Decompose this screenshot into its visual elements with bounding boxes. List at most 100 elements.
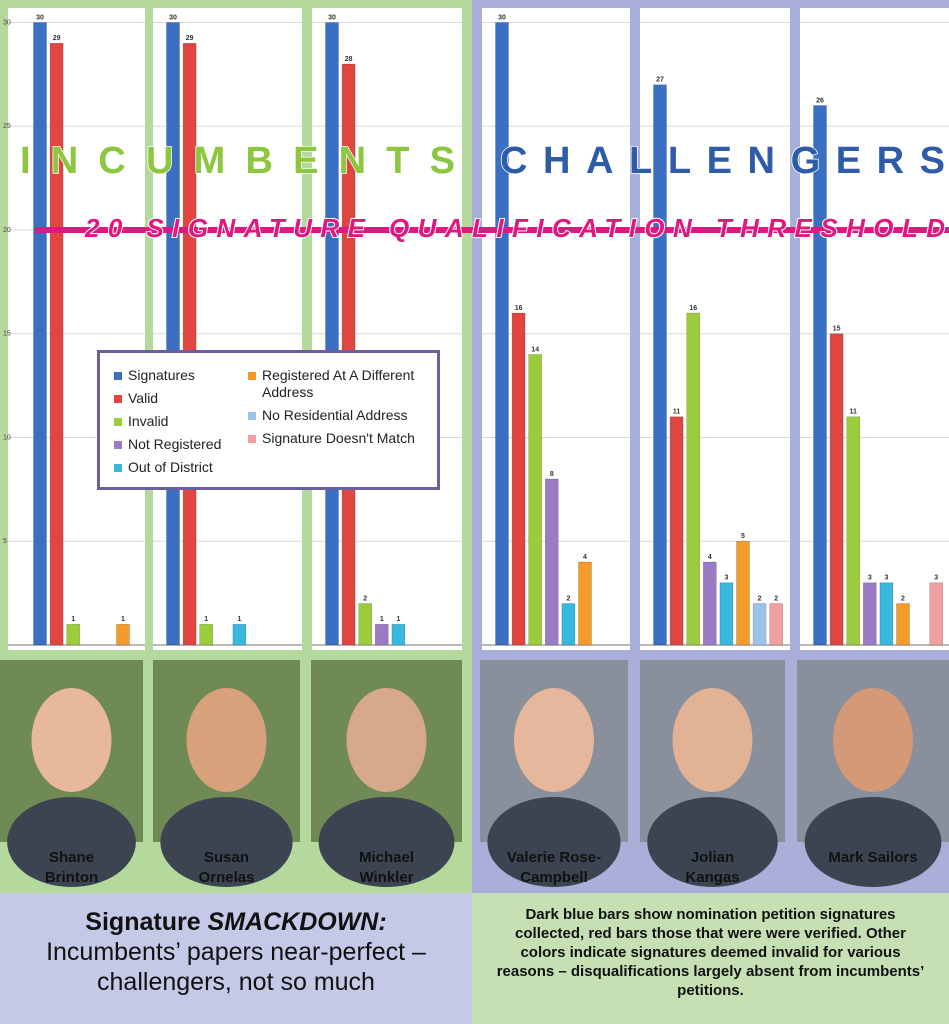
- candidate-name: Susan Ornelas: [198, 849, 255, 886]
- candidate-name: Michael Winkler: [358, 849, 415, 886]
- legend-label: No Residential Address: [262, 407, 408, 423]
- data-label: 2: [566, 595, 570, 602]
- bar: [769, 603, 784, 646]
- legend-swatch: [114, 441, 122, 449]
- subtitle: Incumbents’ papers near-perfect – challe…: [46, 938, 426, 996]
- y-tick-label: 15: [3, 331, 11, 338]
- legend-swatch: [248, 372, 256, 380]
- bar: [391, 623, 406, 646]
- candidate-name: Mark Sailors: [828, 849, 918, 866]
- legend-swatch: [114, 372, 122, 380]
- bar: [896, 603, 910, 646]
- y-tick-label: 25: [3, 123, 11, 130]
- photo-shoulders: [7, 797, 136, 887]
- legend-item: Valid: [114, 390, 244, 407]
- data-label: 29: [186, 35, 194, 42]
- data-label: 2: [363, 595, 367, 602]
- bar: [166, 22, 180, 646]
- data-label: 1: [71, 616, 75, 623]
- legend-column: Signatures Valid Invalid Not Registered Out …: [114, 367, 244, 482]
- legend-label: Not Registered: [128, 436, 222, 452]
- legend-label: Signatures: [128, 367, 195, 383]
- bar: [374, 623, 389, 646]
- bar: [929, 582, 944, 646]
- data-label: 1: [204, 616, 208, 623]
- candidate-name: Shane Brinton: [44, 849, 99, 886]
- data-label: 29: [53, 35, 61, 42]
- bar: [686, 312, 701, 646]
- bar: [862, 582, 877, 646]
- y-tick-label: 20: [3, 227, 11, 234]
- photo-face: [31, 688, 112, 792]
- data-label: 15: [833, 326, 841, 333]
- legend-item: No Residential Address: [248, 407, 428, 424]
- data-label: 4: [708, 554, 712, 561]
- data-label: 4: [583, 554, 587, 561]
- data-label: 14: [531, 346, 539, 353]
- bar: [752, 603, 767, 646]
- group-label: CHALLENGERS: [500, 140, 945, 182]
- bar: [232, 623, 247, 646]
- bar: [879, 582, 894, 646]
- photo-shoulders: [160, 797, 293, 887]
- candidate-name: Jolian Kangas: [685, 849, 740, 886]
- y-tick-label: 30: [3, 19, 11, 26]
- caption: Dark blue bars show nomination petition …: [472, 893, 949, 1024]
- legend-item: Not Registered: [114, 436, 244, 453]
- bar: [829, 333, 844, 646]
- footer-title: Signature SMACKDOWN: Incumbents’ papers …: [0, 893, 472, 1024]
- bar: [511, 312, 526, 646]
- photo-shoulders: [318, 797, 455, 887]
- data-label: 3: [934, 575, 938, 582]
- legend-column: Registered At A Different Address No Resi…: [248, 367, 428, 453]
- y-tick-label: 5: [3, 538, 7, 545]
- bar: [325, 22, 339, 646]
- data-label: 2: [901, 595, 905, 602]
- bar: [49, 42, 64, 646]
- legend-swatch: [114, 418, 122, 426]
- bar: [495, 22, 509, 646]
- legend-item: Out of District: [114, 459, 244, 476]
- bar: [544, 478, 559, 646]
- bar: [813, 105, 827, 646]
- photo-face: [833, 688, 913, 792]
- legend-swatch: [114, 395, 122, 403]
- title: Signature SMACKDOWN:: [0, 907, 472, 937]
- bar: [66, 623, 80, 646]
- data-label: 28: [345, 56, 353, 63]
- legend-item: Signature Doesn't Match: [248, 430, 428, 447]
- data-label: 2: [774, 595, 778, 602]
- bar: [33, 22, 47, 646]
- legend-swatch: [248, 435, 256, 443]
- bar: [528, 354, 543, 646]
- data-label: 3: [884, 575, 888, 582]
- legend-item: Invalid: [114, 413, 244, 430]
- data-label: 30: [169, 14, 177, 21]
- photo-face: [346, 688, 427, 792]
- photo-face: [514, 688, 594, 792]
- bar: [358, 603, 373, 646]
- data-label: 8: [550, 471, 554, 478]
- data-label: 1: [380, 616, 384, 623]
- data-label: 30: [498, 14, 506, 21]
- bar: [578, 561, 592, 646]
- threshold-label: 20 SIGNATURE QUALIFICATION THRESHOLD: [84, 213, 945, 243]
- data-label: 16: [689, 305, 697, 312]
- legend-label: Valid: [128, 390, 159, 406]
- title-lead: Signature: [85, 908, 201, 936]
- legend-label: Out of District: [128, 459, 213, 475]
- data-label: 2: [758, 595, 762, 602]
- data-label: 30: [328, 14, 336, 21]
- bar: [669, 416, 684, 646]
- data-label: 1: [237, 616, 241, 623]
- legend: Signatures Valid Invalid Not Registered Out …: [97, 350, 440, 490]
- data-label: 30: [36, 14, 44, 21]
- candidate-name: Valerie Rose-Campbell: [506, 849, 602, 886]
- photo-face: [186, 688, 267, 792]
- data-label: 26: [816, 97, 824, 104]
- photo-face: [672, 688, 753, 792]
- legend-label: Invalid: [128, 413, 169, 429]
- bar: [653, 84, 667, 646]
